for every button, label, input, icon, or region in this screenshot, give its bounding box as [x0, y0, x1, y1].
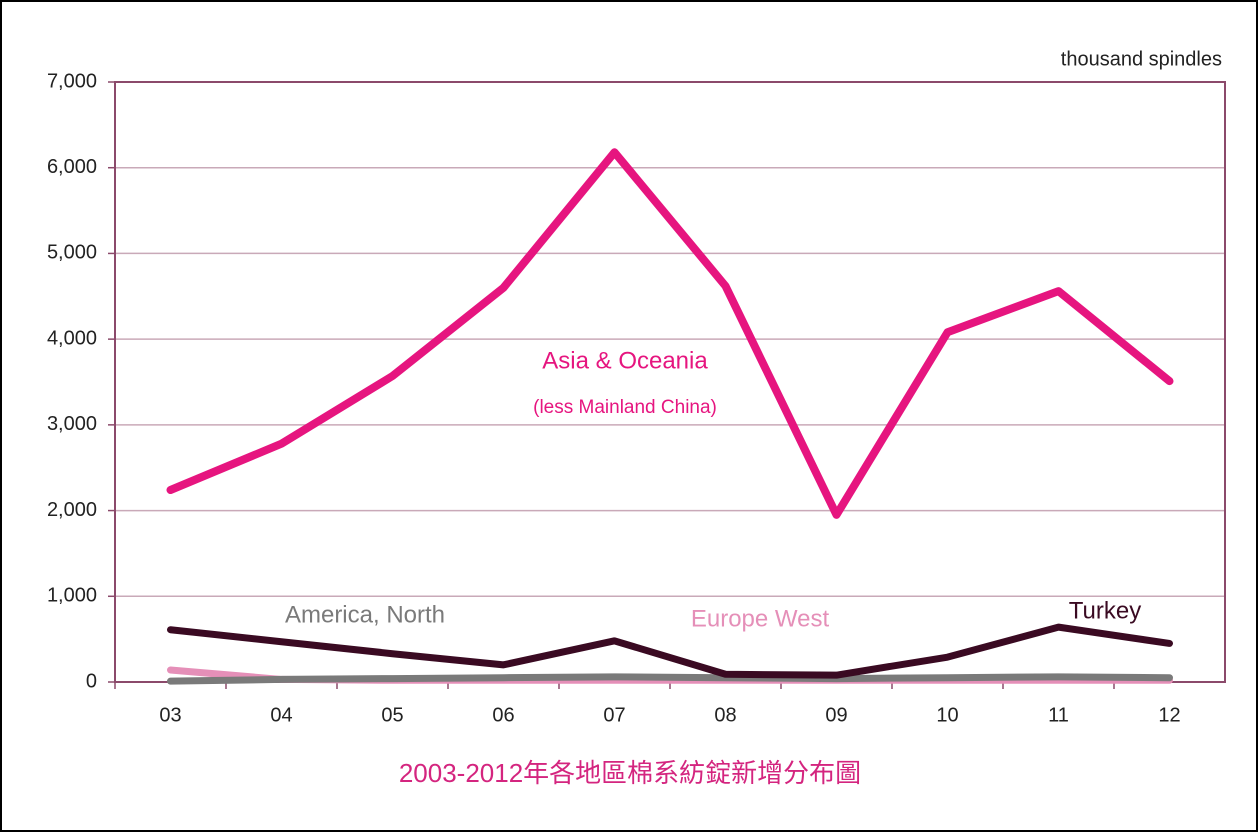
series-line	[167, 673, 1173, 685]
y-tick-label: 5,000	[47, 242, 97, 264]
series-label: Asia & Oceania	[542, 347, 708, 374]
x-tick-label: 04	[270, 704, 292, 726]
series-line	[166, 148, 1174, 519]
x-tick-label: 11	[1048, 704, 1069, 726]
y-tick-label: 3,000	[47, 413, 97, 435]
y-tick-label: 4,000	[47, 327, 97, 349]
series-line	[167, 623, 1173, 679]
x-tick-label: 08	[714, 704, 736, 726]
y-tick-label: 2,000	[47, 499, 97, 521]
y-tick-label: 0	[86, 670, 97, 692]
series-label: America, North	[285, 601, 445, 628]
y-tick-label: 1,000	[47, 585, 97, 607]
annotation: (less Mainland China)	[533, 397, 717, 418]
y-tick-label: 6,000	[47, 156, 97, 178]
series-label: Turkey	[1069, 597, 1141, 624]
x-tick-label: 05	[381, 704, 403, 726]
x-tick-label: 06	[492, 704, 514, 726]
x-tick-label: 07	[603, 704, 625, 726]
chart-title: 2003-2012年各地區棉系紡錠新增分布圖	[399, 758, 861, 788]
x-tick-label: 09	[825, 704, 847, 726]
y-axis-label: thousand spindles	[1061, 48, 1222, 70]
series-label: Europe West	[691, 605, 830, 632]
y-tick-label: 7,000	[47, 70, 97, 92]
x-tick-label: 10	[936, 704, 958, 726]
x-tick-label: 03	[159, 704, 181, 726]
x-tick-label: 12	[1158, 704, 1180, 726]
